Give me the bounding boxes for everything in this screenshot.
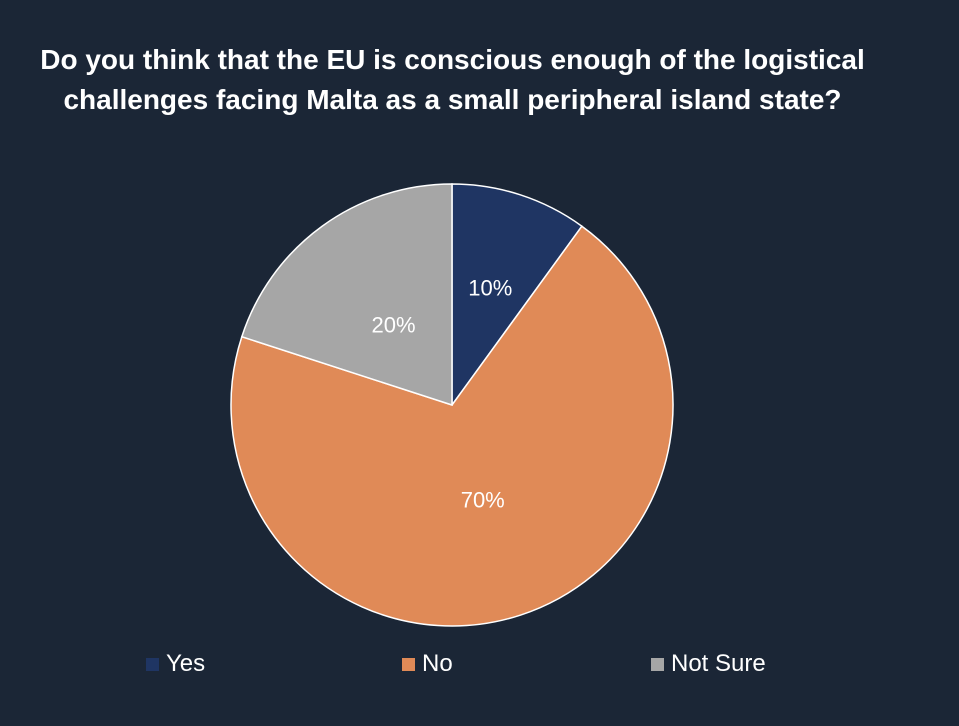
data-label-yes: 10% (468, 275, 512, 300)
legend-item-not-sure: Not Sure (651, 648, 766, 680)
legend-swatch-not-sure (651, 657, 664, 671)
chart-title: Do you think that the EU is conscious en… (40, 44, 865, 115)
legend-label-yes: Yes (166, 650, 206, 677)
legend-item-no: No (402, 648, 453, 680)
data-label-no: 70% (461, 488, 505, 513)
pie-slice-not-sure (240, 183, 453, 407)
legend-swatch-no (402, 657, 415, 671)
legend-item-yes: Yes (146, 648, 205, 680)
pie-slice-yes (451, 183, 583, 408)
data-label-not-sure: 20% (372, 313, 416, 338)
legend-label-no: No (422, 650, 453, 677)
pie-slices (230, 183, 674, 627)
pie-labels: 10% 70% 20% (372, 275, 513, 512)
legend-label-not-sure: Not Sure (671, 650, 766, 677)
pie-slice-no (230, 225, 674, 627)
legend-swatch-yes (146, 657, 159, 671)
